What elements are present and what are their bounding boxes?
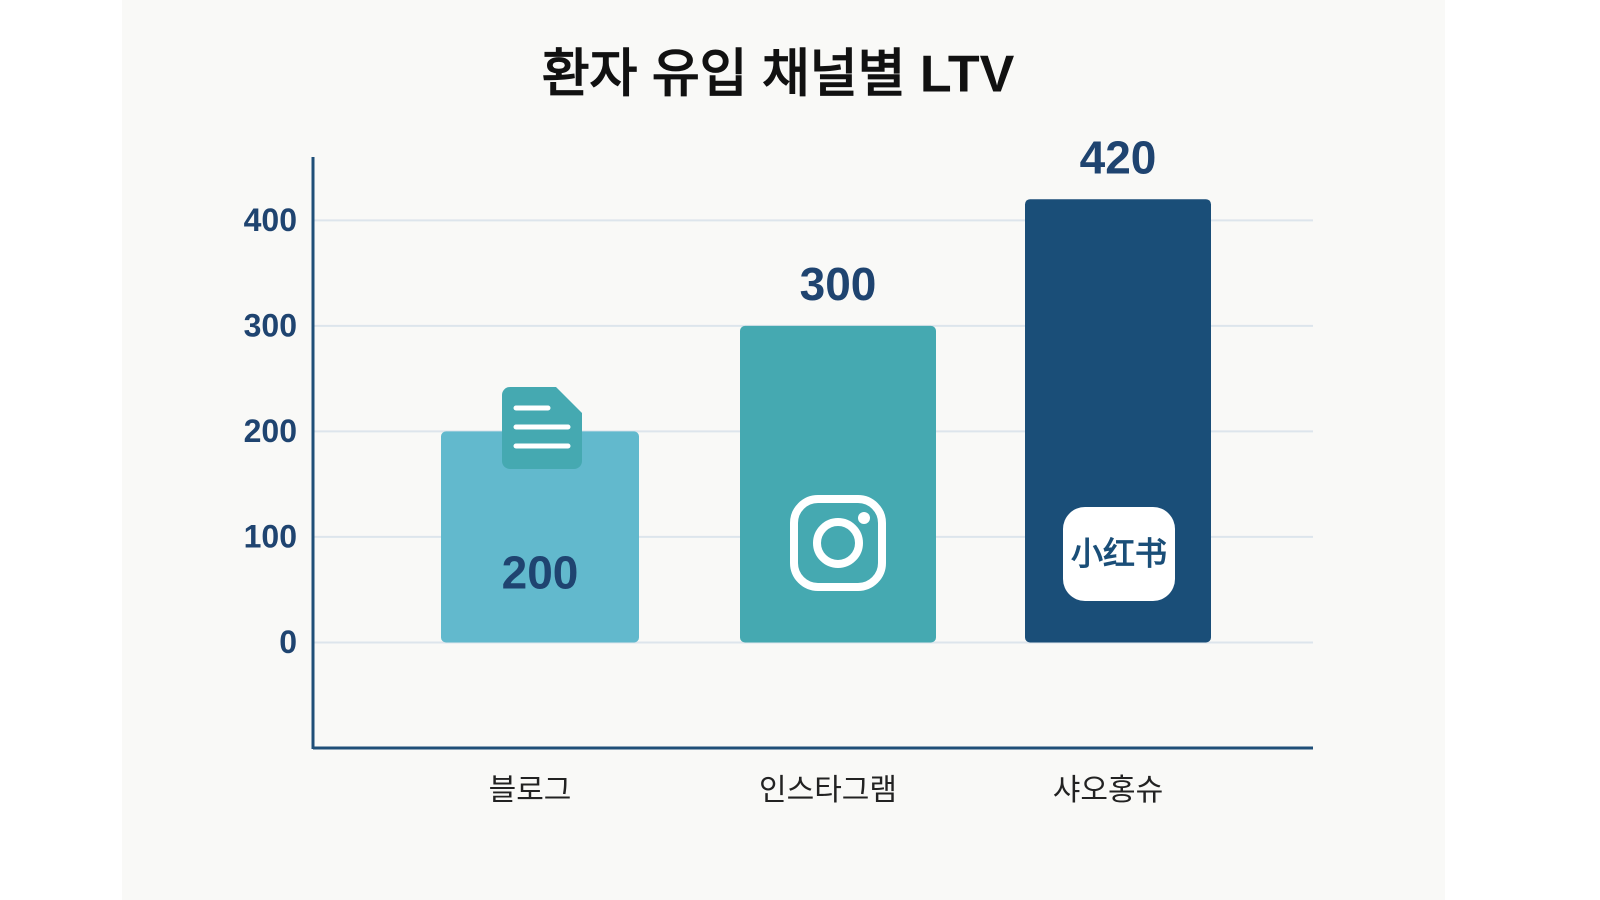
icon-shape bbox=[790, 495, 886, 591]
y-tick-label: 100 bbox=[244, 518, 297, 554]
xiaohongshu-icon: 小红书 bbox=[1063, 507, 1175, 601]
value-label: 200 bbox=[502, 547, 579, 599]
x-tick-label: 블로그 bbox=[489, 774, 572, 807]
value-label: 300 bbox=[800, 258, 877, 310]
y-tick-label: 0 bbox=[279, 624, 297, 660]
y-tick-label: 300 bbox=[244, 307, 297, 343]
icon-text: 小红书 bbox=[1071, 535, 1167, 571]
bar bbox=[441, 431, 639, 643]
chart-title: 환자 유입 채널별 LTV bbox=[542, 46, 1015, 104]
x-tick-label: 인스타그램 bbox=[759, 774, 897, 807]
icon-shape bbox=[858, 512, 870, 524]
instagram-icon bbox=[790, 495, 886, 591]
bar bbox=[740, 325, 936, 643]
x-tick-label: 샤오홍슈 bbox=[1053, 774, 1163, 807]
y-tick-label: 400 bbox=[244, 202, 297, 238]
y-tick-label: 200 bbox=[244, 413, 297, 449]
icon-shape bbox=[813, 518, 863, 568]
value-label: 420 bbox=[1080, 131, 1157, 183]
icon-shape bbox=[1063, 507, 1175, 601]
blog-icon bbox=[502, 387, 582, 469]
